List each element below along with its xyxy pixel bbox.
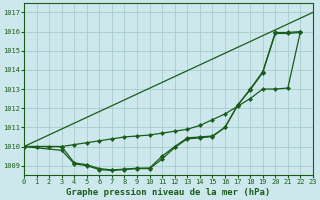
X-axis label: Graphe pression niveau de la mer (hPa): Graphe pression niveau de la mer (hPa) xyxy=(66,188,271,197)
